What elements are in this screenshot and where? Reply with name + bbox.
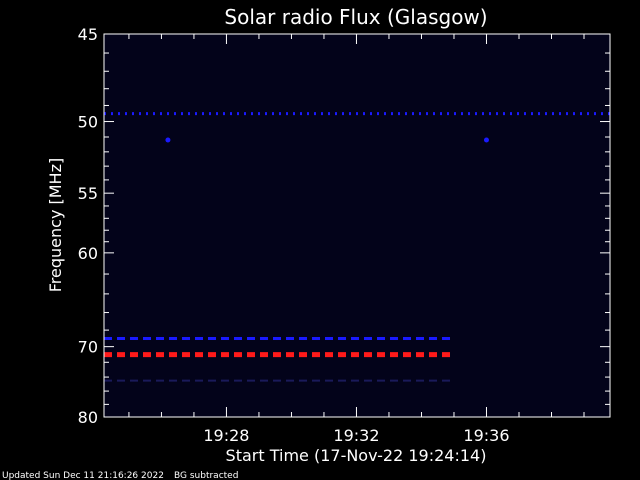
y-axis-label: Frequency [MHz]	[46, 158, 65, 292]
y-tick-label-3: 60	[78, 244, 98, 263]
plot-area	[104, 34, 610, 417]
footer-bg-subtracted: BG subtracted	[174, 471, 238, 480]
x-tick-label-1: 19:32	[333, 426, 379, 445]
points-layer	[165, 137, 489, 143]
point-1	[483, 137, 489, 143]
y-tick-label-2: 55	[78, 184, 98, 203]
point-0	[165, 137, 171, 143]
plot-frame	[103, 33, 611, 418]
footer-updated: Updated Sun Dec 11 21:16:26 2022	[2, 471, 164, 480]
chart-title: Solar radio Flux (Glasgow)	[224, 5, 487, 29]
y-tick-label-1: 50	[78, 113, 98, 132]
y-axis: 45 50 55 60 70 80	[78, 25, 610, 427]
y-tick-label-5: 80	[78, 408, 98, 427]
x-tick-label-0: 19:28	[203, 426, 249, 445]
y-tick-label-0: 45	[78, 25, 98, 44]
y-tick-label-4: 70	[78, 338, 98, 357]
x-axis: 19:28 19:32 19:36	[128, 34, 585, 445]
x-axis-label: Start Time (17-Nov-22 19:24:14)	[226, 446, 487, 465]
bands-layer	[104, 112, 610, 382]
x-tick-label-2: 19:36	[463, 426, 509, 445]
